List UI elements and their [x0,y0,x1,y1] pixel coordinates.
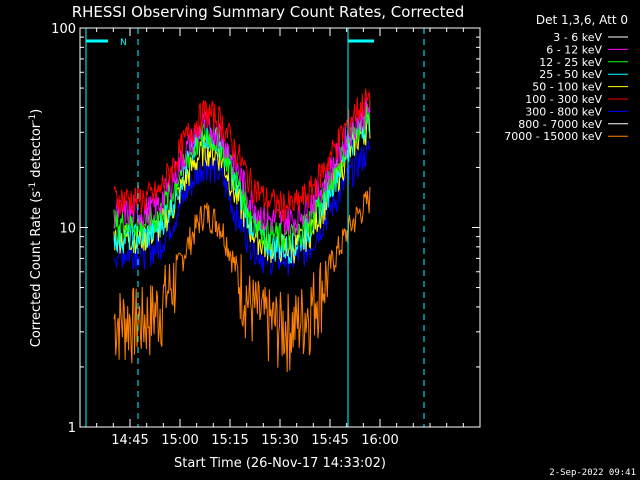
legend-label: 100 - 300 keV [525,93,602,106]
x-tick-label: 14:45 [111,433,148,448]
series-line [113,186,371,373]
series-line [113,140,371,276]
y-axis-label-main: Corrected Count Rate (s [29,191,44,348]
legend-label: 6 - 12 keV [546,43,602,56]
tick-layer: 14:45 15:00 15:15 15:30 15:45 16:00 1 10 100 [51,22,480,448]
legend-label: 3 - 6 keV [553,31,602,44]
y-axis-label-sup1: -1 [28,182,38,191]
x-tick-label: 15:45 [311,433,348,448]
series-line [113,69,371,144]
timestamp: 2-Sep-2022 09:41 [549,468,636,478]
y-axis-label-sup2: -1 [28,114,38,123]
x-tick-label: 15:15 [211,433,248,448]
legend-title: Det 1,3,6, Att 0 [536,13,628,27]
x-axis-label: Start Time (26-Nov-17 14:33:02) [174,456,386,471]
x-tick-label: 15:00 [161,433,198,448]
legend-label: 800 - 7000 keV [518,118,602,131]
night-flag-label: N [120,38,127,48]
y-axis-label-mid: detector [29,122,44,182]
x-tick-label: 16:00 [361,433,398,448]
y-tick-label: 10 [59,222,76,237]
y-axis-label-end: ) [29,109,44,114]
series-layer [113,69,371,373]
legend-label: 50 - 100 keV [532,81,602,94]
series-line [113,84,371,222]
legend-label: 12 - 25 keV [539,56,602,69]
x-tick-label: 15:30 [261,433,298,448]
legend-label: 25 - 50 keV [539,68,602,81]
legend-label: 7000 - 15000 keV [504,130,602,143]
y-axis-label: Corrected Count Rate (s-1 detector-1) [28,109,44,347]
chart-title: RHESSI Observing Summary Count Rates, Co… [72,3,465,21]
y-tick-label: 100 [51,22,76,37]
y-tick-label: 1 [68,421,76,436]
legend-label: 300 - 800 keV [525,105,602,118]
